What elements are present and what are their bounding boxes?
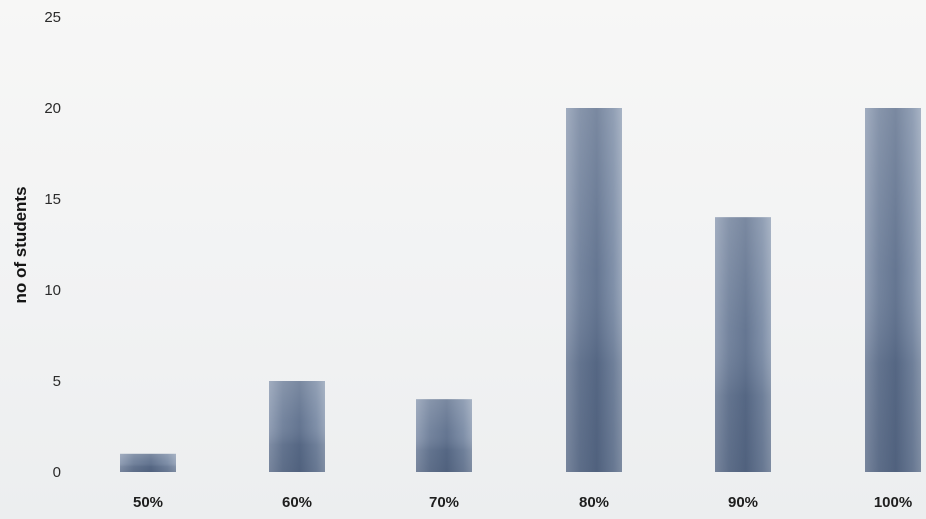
- y-tick-label: 15: [44, 191, 61, 208]
- x-tick-label: 100%: [874, 494, 912, 511]
- x-tick-label: 60%: [282, 494, 312, 511]
- y-tick-label: 5: [53, 373, 61, 390]
- bar-shading: [269, 381, 325, 472]
- x-axis-labels: 50% 60% 70% 80% 90% 100%: [133, 494, 912, 511]
- x-tick-label: 80%: [579, 494, 609, 511]
- x-tick-label: 50%: [133, 494, 163, 511]
- x-tick-label: 70%: [429, 494, 459, 511]
- bar-shading: [715, 217, 771, 472]
- bars: [120, 108, 921, 472]
- bar-shading: [416, 399, 472, 472]
- bar-shading: [865, 108, 921, 472]
- y-axis-title: no of students: [11, 186, 30, 303]
- bar-shading: [566, 108, 622, 472]
- y-tick-label: 20: [44, 100, 61, 117]
- bar-shading: [120, 453, 176, 472]
- y-tick-label: 25: [44, 9, 61, 26]
- x-tick-label: 90%: [728, 494, 758, 511]
- y-tick-label: 0: [53, 464, 61, 481]
- y-tick-label: 10: [44, 282, 61, 299]
- y-axis-ticks: 0 5 10 15 20 25: [44, 9, 61, 481]
